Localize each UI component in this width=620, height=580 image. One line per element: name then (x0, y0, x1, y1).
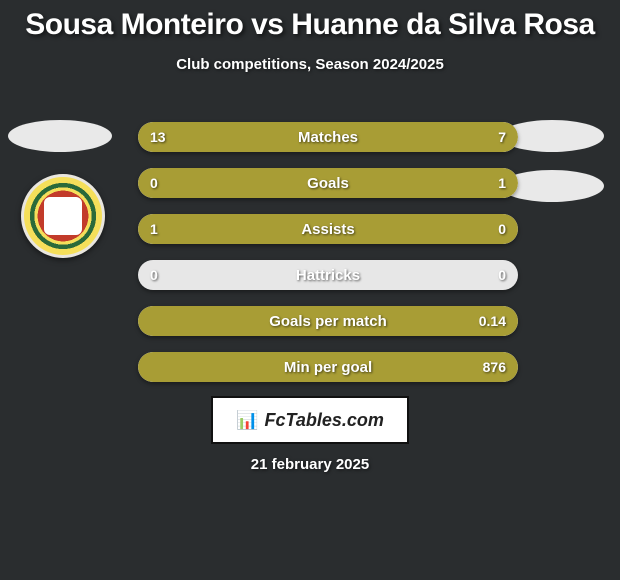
bar-left-fill (138, 122, 203, 152)
player1-photo-placeholder (8, 120, 112, 152)
stat-row: 10Assists (138, 214, 518, 244)
player1-club-badge: ⚓ (21, 174, 105, 258)
stat-value-left: 13 (150, 122, 166, 152)
stat-value-right: 7 (498, 122, 506, 152)
brand-box: 📊 FcTables.com (211, 396, 409, 444)
left-player-col: ⚓ (8, 120, 118, 258)
stat-value-right: 0.14 (479, 306, 506, 336)
stat-row: 00Hattricks (138, 260, 518, 290)
bar-left-fill (138, 214, 518, 244)
anchor-icon: ⚓ (51, 204, 76, 229)
bar-right-fill (138, 352, 518, 382)
page-title: Sousa Monteiro vs Huanne da Silva Rosa (0, 0, 620, 42)
page-subtitle: Club competitions, Season 2024/2025 (0, 56, 620, 73)
brand-text: FcTables.com (265, 410, 384, 431)
bar-right-fill (138, 168, 518, 198)
stat-value-right: 0 (498, 260, 506, 290)
stat-value-left: 0 (150, 260, 158, 290)
bar-right-fill (203, 122, 518, 152)
stat-value-right: 1 (498, 168, 506, 198)
stat-value-right: 876 (483, 352, 506, 382)
player1-club-badge-wrap: ⚓ (8, 174, 118, 258)
stat-value-left: 1 (150, 214, 158, 244)
stat-row: 0.14Goals per match (138, 306, 518, 336)
date-text: 21 february 2025 (0, 456, 620, 473)
bar-right-fill (138, 306, 518, 336)
chart-icon: 📊 (236, 410, 258, 431)
stat-bars: 137Matches01Goals10Assists00Hattricks0.1… (138, 122, 518, 398)
stat-row: 01Goals (138, 168, 518, 198)
stat-row: 876Min per goal (138, 352, 518, 382)
stat-value-right: 0 (498, 214, 506, 244)
bar-track (138, 260, 518, 290)
stat-value-left: 0 (150, 168, 158, 198)
stat-row: 137Matches (138, 122, 518, 152)
